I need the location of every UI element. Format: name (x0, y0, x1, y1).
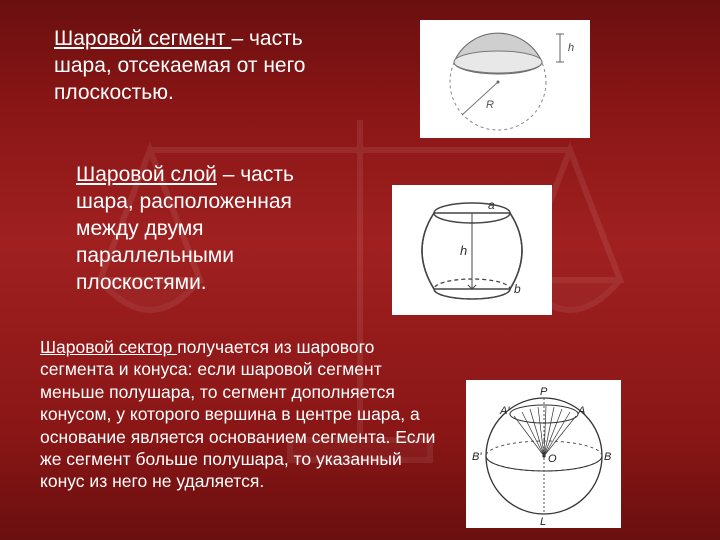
slide: Шаровой сегмент – часть шара, отсекаемая… (0, 0, 720, 540)
label-a: a (488, 198, 495, 212)
figure-spherical-segment: R h (420, 20, 590, 138)
label-A: A (577, 405, 585, 417)
definition-sector: Шаровой сектор получается из шарового се… (40, 336, 440, 493)
label-A1: A' (499, 405, 510, 417)
label-L: L (540, 516, 546, 528)
definition-layer: Шаровой слой – часть шара, расположенная… (76, 162, 356, 296)
definition-segment: Шаровой сегмент – часть шара, отсекаемая… (54, 26, 364, 107)
term-segment: Шаровой сегмент (54, 27, 231, 50)
label-h1: h (568, 42, 574, 54)
label-h2: h (460, 243, 467, 258)
term-sector: Шаровой сектор (40, 337, 177, 357)
figure-spherical-sector: P A A' B B' O L (466, 380, 621, 528)
text-sector: получается из шарового сегмента и конуса… (40, 337, 435, 491)
label-b: b (514, 282, 521, 296)
label-R: R (486, 99, 494, 111)
term-layer: Шаровой слой (76, 163, 217, 186)
label-B: B (604, 451, 611, 463)
label-P: P (540, 386, 548, 398)
label-O: O (548, 453, 557, 465)
label-B1: B' (472, 451, 482, 463)
figure-spherical-layer: a h b (392, 185, 552, 315)
